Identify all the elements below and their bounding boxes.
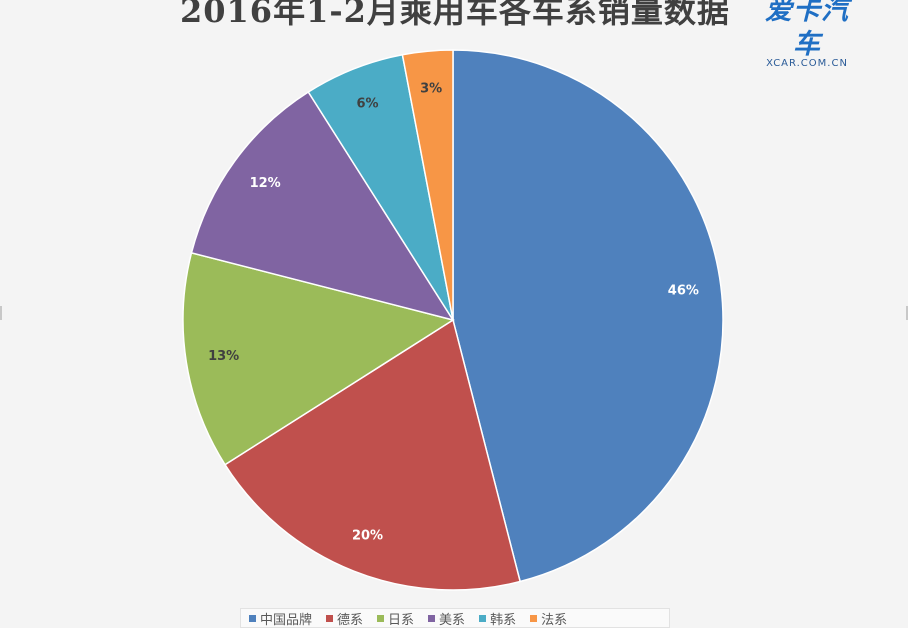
logo-text-en: XCAR.COM.CN: [766, 58, 848, 69]
right-edge-marker: [906, 306, 908, 320]
legend-item-3: 美系: [428, 609, 465, 628]
legend-swatch-3: [428, 614, 436, 622]
legend-label-1: 德系: [337, 612, 364, 628]
legend-item-1: 德系: [326, 609, 363, 628]
left-edge-marker: [0, 306, 2, 320]
legend-label-4: 韩系: [490, 612, 517, 628]
legend-swatch-2: [377, 614, 385, 622]
slice-label-2: 13%: [208, 349, 239, 364]
pie-slice-5: [401, 49, 454, 321]
legend-item-4: 韩系: [479, 609, 516, 628]
logo-text-cn: 爱卡汽车: [765, 0, 849, 60]
legend-label-3: 美系: [439, 612, 466, 628]
slice-label-1: 20%: [352, 528, 383, 543]
legend-label-2: 日系: [388, 612, 415, 628]
legend-swatch-0: [249, 614, 256, 622]
slice-label-4: 6%: [356, 97, 378, 112]
legend-item-0: 中国品牌: [249, 609, 312, 628]
pie-slice-2: [182, 251, 455, 466]
legend-label-0: 中国品牌: [260, 612, 313, 628]
pie-slice-1: [223, 318, 522, 591]
chart-legend: 中国品牌 德系 日系 美系 韩系 法系: [240, 608, 670, 628]
chart-title: 2016年1-2月乘用车各车系销量数据: [180, 0, 730, 30]
pie-slice-3: [190, 90, 455, 322]
legend-item-2: 日系: [377, 609, 414, 628]
slice-label-0: 46%: [668, 283, 699, 298]
legend-swatch-1: [326, 614, 334, 622]
slice-label-5: 3%: [420, 81, 442, 96]
slice-label-3: 12%: [250, 176, 281, 191]
xcar-logo: 爱卡汽车 XCAR.COM.CN: [752, 0, 862, 69]
pie-slice-0: [452, 49, 724, 583]
legend-label-5: 法系: [541, 612, 568, 628]
legend-item-5: 法系: [530, 609, 567, 628]
legend-swatch-5: [530, 614, 538, 622]
legend-swatch-4: [479, 614, 487, 622]
